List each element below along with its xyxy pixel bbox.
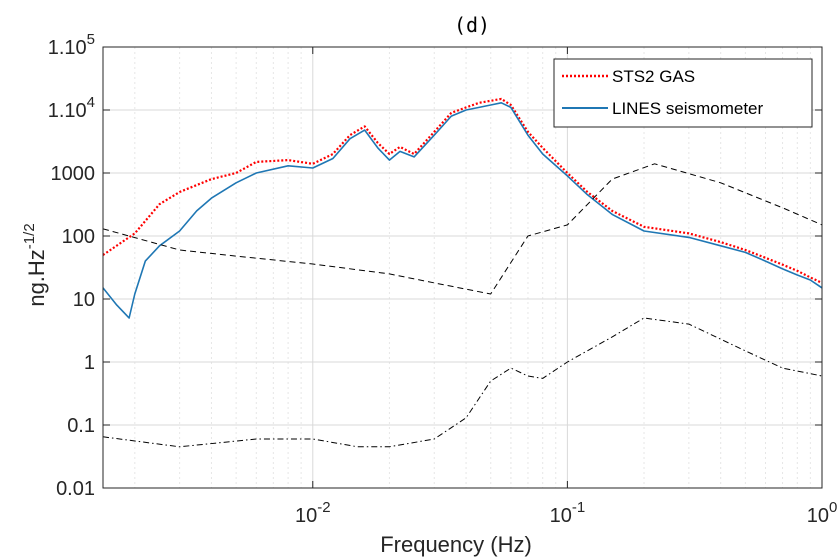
y-tick-label: 1 <box>84 352 95 374</box>
y-tick-label-base: 1.10 <box>48 100 87 122</box>
series-sts2-gas <box>103 97 822 284</box>
x-tick-label: 10-2 <box>295 499 331 527</box>
legend-label-sts2: STS2 GAS <box>612 67 695 86</box>
y-tick-label: 10 <box>73 289 95 311</box>
y-tick-label: 0.1 <box>67 415 95 437</box>
chart-title: (d) <box>454 13 490 37</box>
series-reference-dashed <box>103 163 822 295</box>
y-tick-label: 0.01 <box>56 478 95 500</box>
x-tick-label: 100 <box>807 499 838 527</box>
y-axis-title: ng.Hz-1/2 <box>21 223 49 306</box>
x-tick-label-exponent: -2 <box>317 499 330 516</box>
legend-box <box>553 58 813 128</box>
y-tick-label: 100 <box>62 226 95 248</box>
legend[interactable]: STS2 GAS LINES seismometer <box>553 58 813 128</box>
series-reference-dashdot <box>103 317 822 448</box>
y-axis-title-base: ng.Hz <box>24 249 49 306</box>
x-tick-label: 10-1 <box>550 499 586 527</box>
y-tick-label: 1.104 <box>48 94 95 122</box>
series-lines-seismometer <box>103 102 822 319</box>
y-tick-label: 1.105 <box>48 31 95 59</box>
y-tick-label-exponent: 4 <box>87 94 95 111</box>
legend-label-lines: LINES seismometer <box>612 99 763 118</box>
x-tick-label-exponent: 0 <box>829 499 837 516</box>
y-tick-label: 1000 <box>51 163 96 185</box>
grid-minor <box>134 47 811 488</box>
x-tick-label-base: 10 <box>807 505 829 527</box>
x-tick-label-exponent: -1 <box>572 499 585 516</box>
plot-frame <box>102 46 823 489</box>
y-tick-label-base: 1.10 <box>48 37 87 59</box>
x-tick-label-base: 10 <box>295 505 317 527</box>
x-tick-label-base: 10 <box>550 505 572 527</box>
y-axis-title-superscript: -1/2 <box>21 223 38 249</box>
y-tick-label-exponent: 5 <box>87 31 95 48</box>
ticks <box>103 46 823 489</box>
x-axis-title: Frequency (Hz) <box>380 532 532 557</box>
series-layer <box>103 97 822 448</box>
